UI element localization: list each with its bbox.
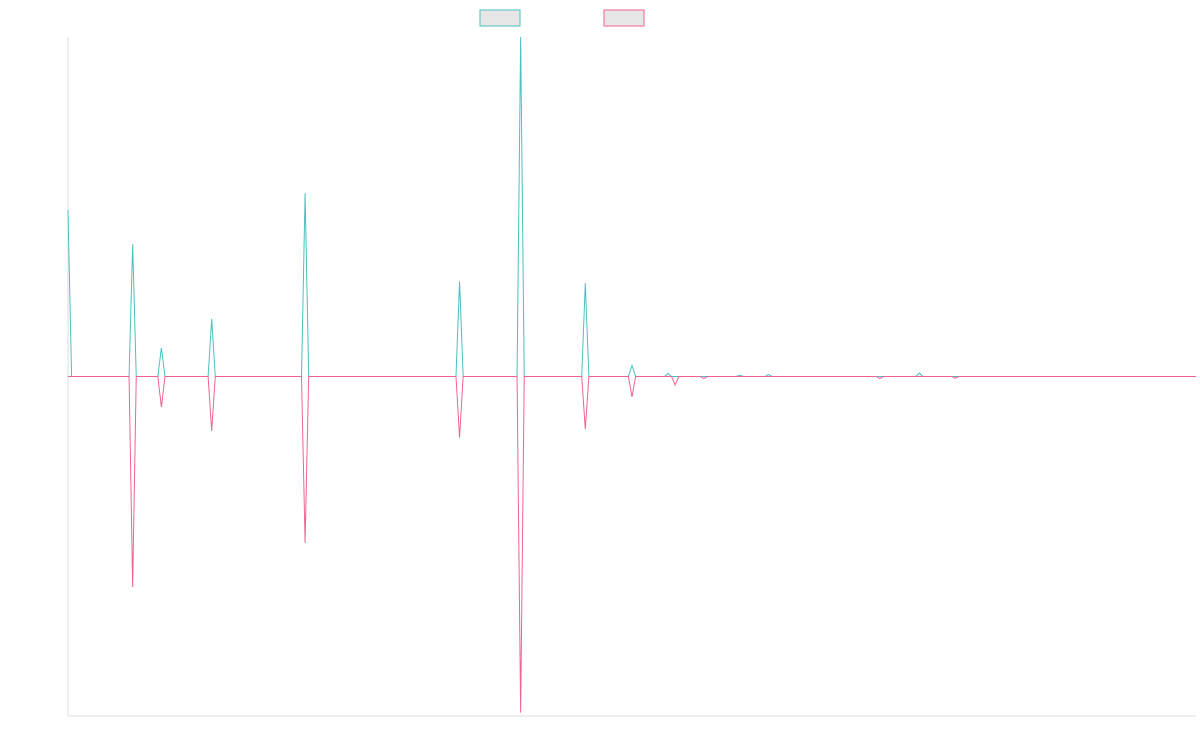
legend-swatch-pink[interactable]	[603, 9, 645, 27]
plot-area	[67, 36, 1196, 717]
series-line-pink	[68, 376, 1196, 713]
legend-swatch-teal[interactable]	[479, 9, 521, 27]
legend	[479, 9, 645, 27]
series-teal	[67, 36, 1196, 377]
series-layer	[67, 36, 1196, 713]
series-line-teal	[67, 36, 1196, 377]
series-pink	[68, 376, 1196, 713]
